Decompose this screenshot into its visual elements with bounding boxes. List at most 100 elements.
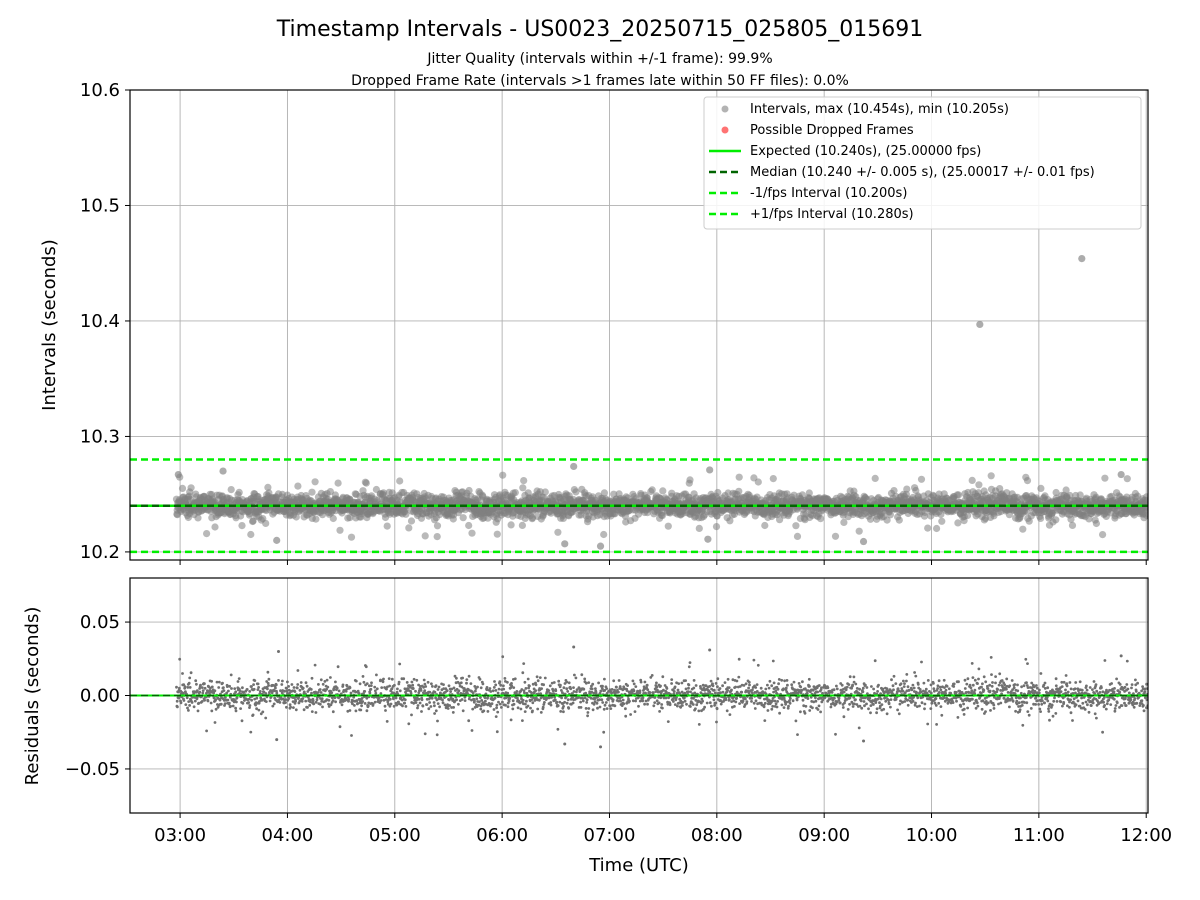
residual-point — [586, 711, 590, 714]
residual-point — [712, 698, 716, 702]
residual-point — [420, 710, 423, 713]
residual-point — [523, 691, 526, 695]
residual-point — [608, 704, 612, 708]
residual-point — [703, 705, 706, 709]
residual-point — [684, 687, 688, 691]
residual-point — [424, 685, 428, 688]
legend-label-median: Median (10.240 +/- 0.005 s), (25.00017 +… — [750, 165, 1095, 180]
residual-point — [738, 702, 741, 705]
intervals-x-ticks — [179, 560, 1147, 565]
residual-point — [750, 697, 754, 700]
residual-point — [460, 698, 464, 701]
residual-point — [719, 691, 722, 695]
residual-point — [587, 707, 591, 710]
residual-point — [430, 696, 434, 700]
residual-point — [410, 680, 414, 684]
residual-point — [584, 681, 588, 685]
residual-point — [271, 704, 275, 708]
residual-point — [627, 697, 630, 701]
residual-point — [590, 690, 594, 694]
y-tick-label: 10.6 — [80, 80, 120, 101]
residual-point — [673, 703, 677, 706]
residual-point — [687, 665, 691, 669]
interval-point — [1117, 470, 1125, 479]
residual-point — [775, 705, 779, 709]
residual-point — [560, 696, 563, 700]
residual-point — [195, 697, 199, 701]
residual-point — [530, 698, 534, 701]
interval-point — [561, 540, 569, 548]
interval-point — [817, 515, 825, 523]
residual-point — [718, 687, 722, 690]
residual-point — [641, 699, 645, 703]
residual-point — [657, 695, 660, 699]
residual-point — [182, 699, 186, 702]
residual-point — [581, 697, 585, 700]
residual-point — [264, 716, 268, 720]
residual-point — [218, 698, 222, 702]
residual-point — [617, 699, 620, 703]
residual-point — [228, 684, 232, 688]
residual-point — [634, 685, 638, 688]
residual-point — [248, 706, 251, 709]
residual-point — [617, 690, 620, 694]
residual-point — [665, 687, 669, 690]
interval-point — [312, 515, 320, 523]
residual-point — [410, 713, 413, 717]
residual-point — [705, 701, 709, 705]
legend-marker-dropped-frames — [721, 126, 729, 134]
residual-point — [452, 706, 455, 709]
residual-point — [531, 701, 535, 705]
residual-point — [393, 683, 396, 687]
interval-point — [968, 476, 976, 484]
residual-point — [499, 683, 503, 687]
interval-point — [194, 514, 202, 522]
interval-point — [247, 530, 255, 539]
residual-point — [295, 686, 299, 690]
residual-point — [539, 711, 543, 714]
residual-point — [181, 672, 184, 675]
residual-point — [364, 665, 368, 669]
residual-point — [182, 683, 186, 686]
interval-point — [1078, 254, 1086, 263]
residual-point — [437, 685, 441, 689]
residual-point — [319, 678, 323, 682]
residual-point — [274, 686, 277, 690]
residual-point — [283, 689, 286, 693]
y-tick-label: 10.3 — [80, 426, 120, 447]
interval-point — [658, 511, 667, 520]
intervals-axes-frame — [129, 89, 1149, 561]
interval-point — [726, 517, 734, 525]
residual-point — [190, 701, 194, 704]
residual-point — [199, 683, 202, 687]
interval-point — [405, 524, 413, 532]
residual-point — [498, 702, 502, 706]
interval-point — [362, 479, 370, 487]
residual-point — [195, 682, 198, 686]
residual-point — [584, 707, 588, 710]
interval-point — [831, 532, 840, 540]
residual-point — [409, 691, 413, 695]
residual-point — [662, 696, 666, 700]
residual-point — [217, 680, 221, 684]
residual-point — [361, 675, 365, 678]
residual-point — [634, 699, 637, 703]
interval-point — [336, 526, 344, 534]
interval-point — [600, 530, 608, 539]
residual-point — [745, 700, 749, 704]
residual-point — [317, 683, 320, 686]
residual-point — [473, 699, 476, 703]
residual-point — [383, 704, 387, 708]
residual-point — [655, 685, 659, 689]
residual-point — [450, 687, 454, 691]
residual-point — [550, 681, 554, 685]
residual-point — [379, 699, 383, 702]
residual-point — [774, 702, 778, 706]
residual-point — [205, 729, 209, 733]
interval-point — [273, 536, 281, 544]
interval-point — [554, 528, 562, 536]
interval-point — [511, 489, 519, 497]
residual-point — [451, 711, 455, 714]
residual-point — [360, 697, 364, 700]
residual-point — [750, 700, 753, 703]
